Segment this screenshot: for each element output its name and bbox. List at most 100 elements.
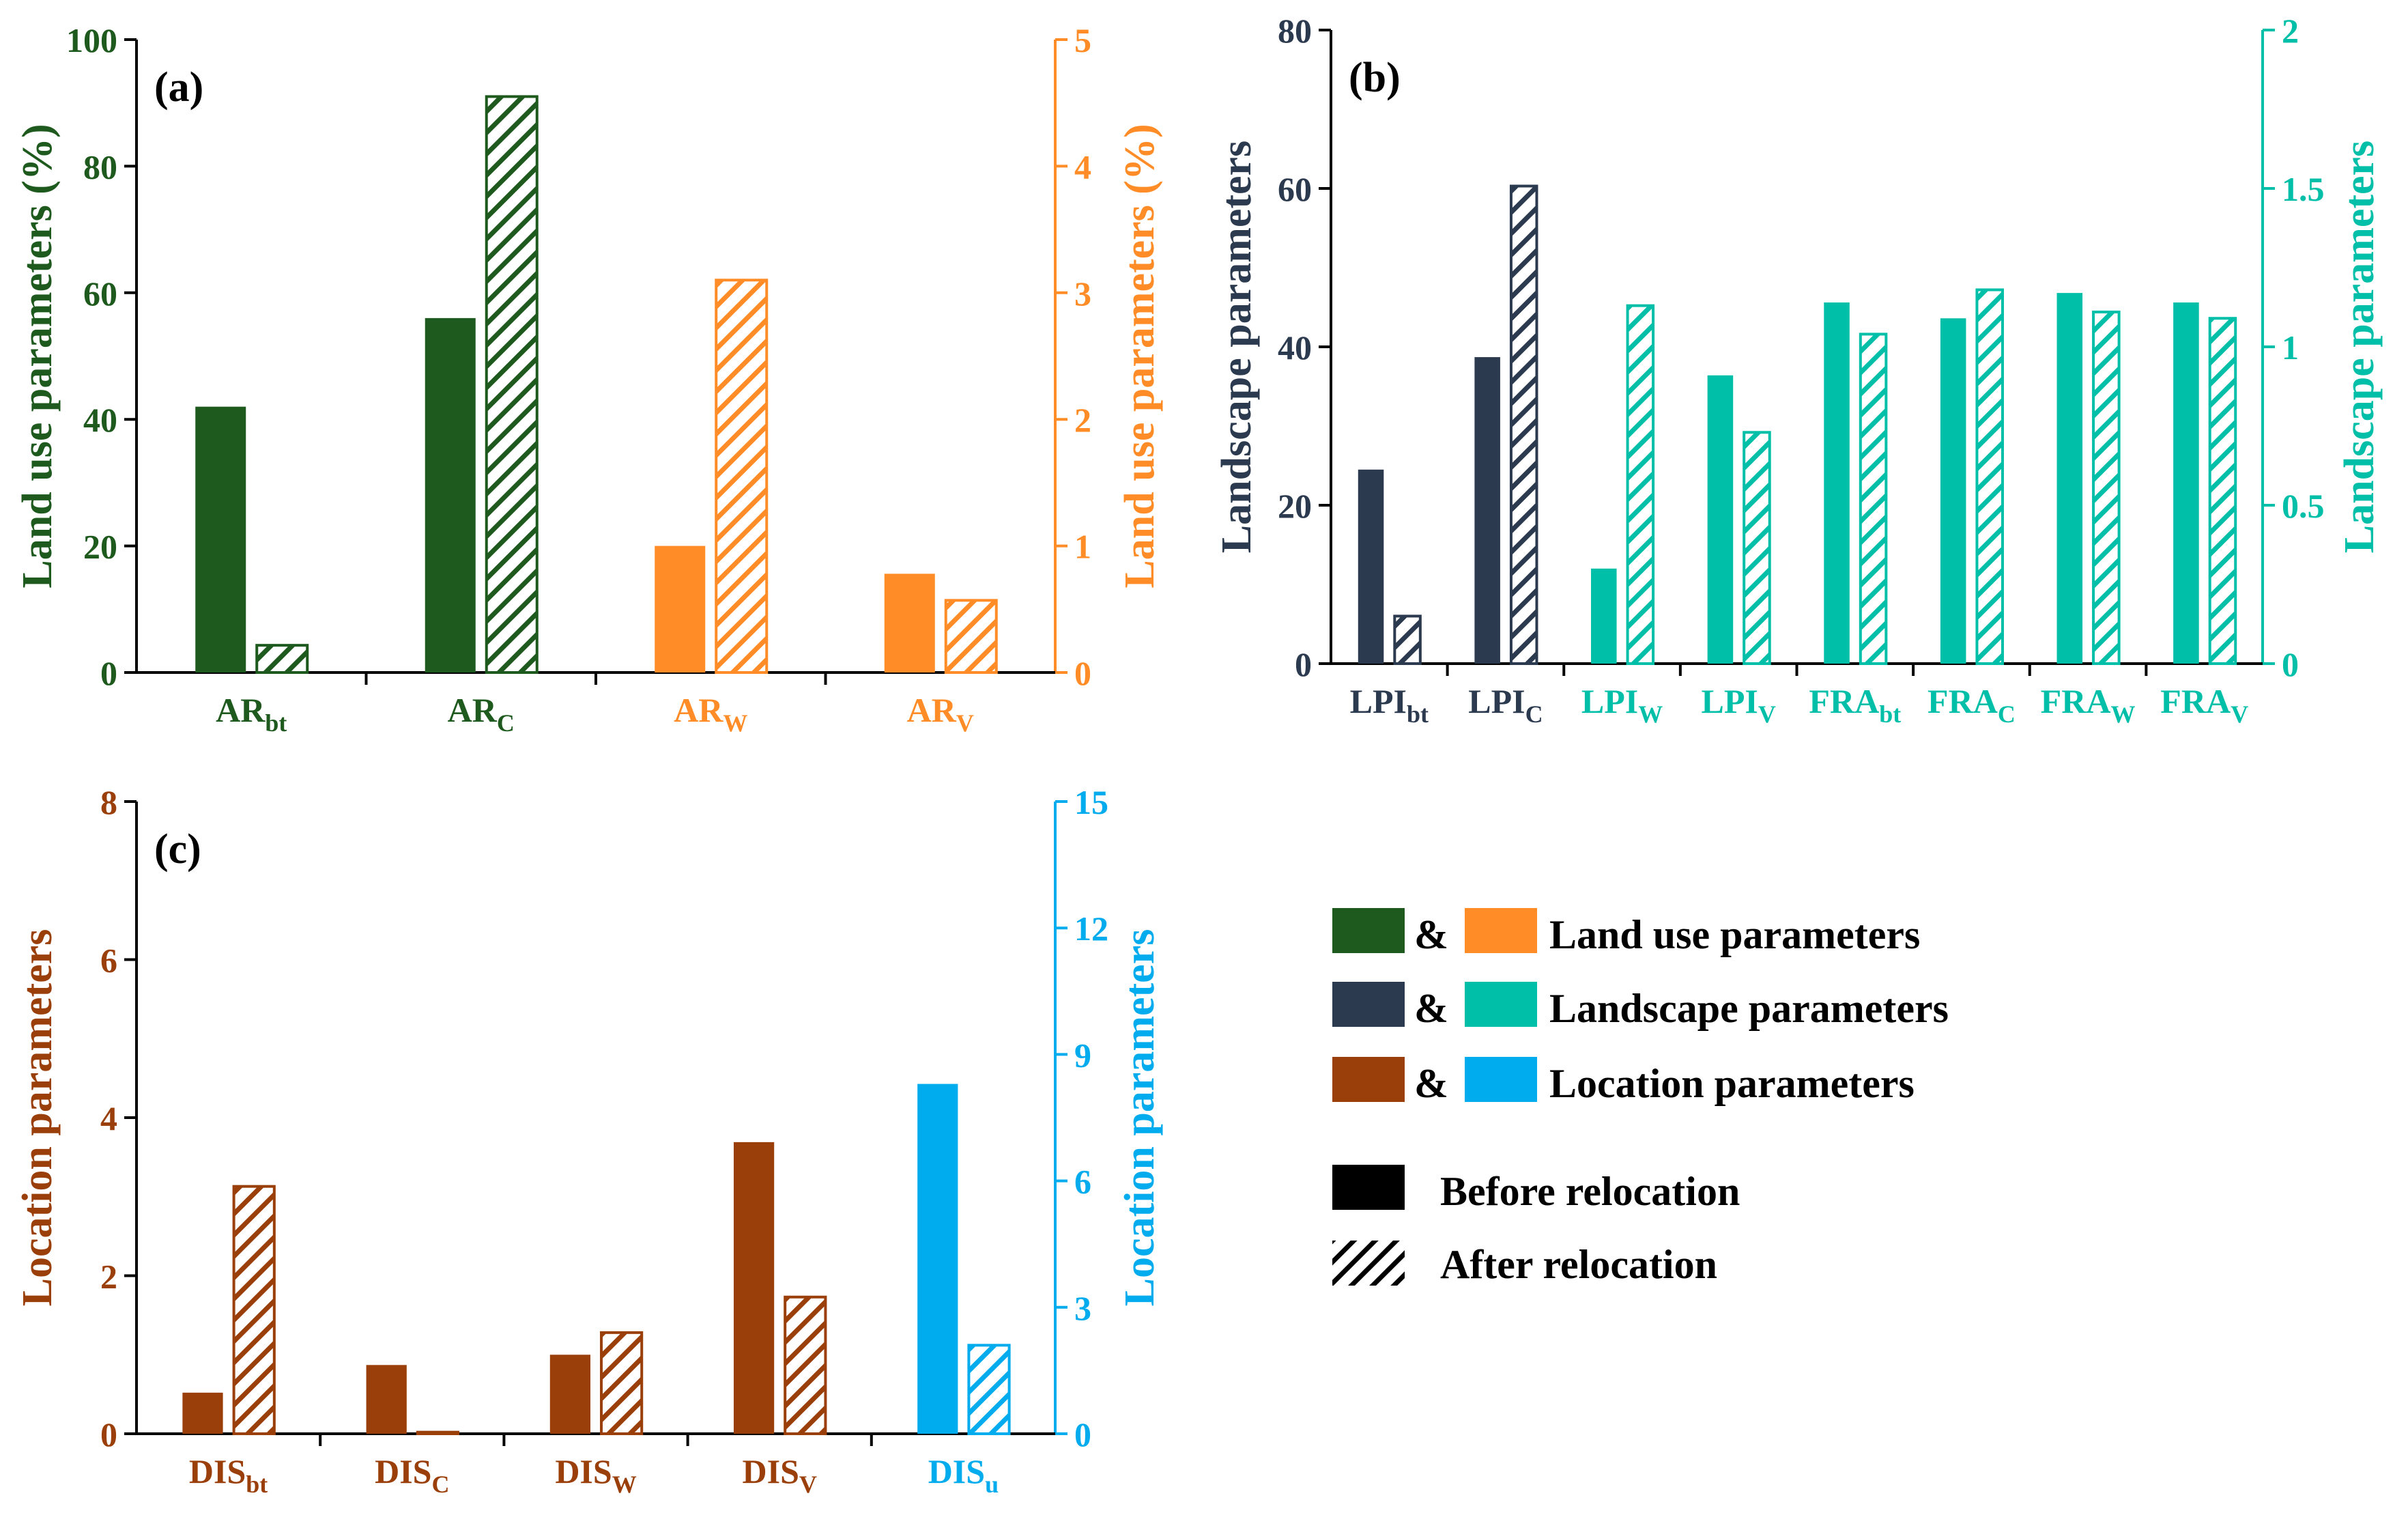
x-tick-label-base: AR [216,691,266,729]
legend-amp: & [1414,912,1448,957]
y-tick-label-left: 2 [100,1258,117,1296]
y-axis-title-right: Location parameters [1117,929,1163,1307]
y-tick-label-left: 8 [100,783,117,821]
bar-after-fra-c [1975,288,2004,666]
bar-after-ar-c [485,95,539,674]
bar-before-ar-v [884,574,935,672]
y-tick-label-right: 6 [1074,1163,1091,1201]
y-tick-label-right: 1 [1074,528,1091,566]
y-tick-label-right: 4 [1074,147,1091,186]
y-tick-label-right: 2 [2282,12,2299,50]
x-tick-label-base: LPI [1350,682,1407,720]
bar-after-dis-c [416,1430,460,1436]
y-tick-label-right: 15 [1074,783,1108,821]
x-tick-label-sub: C [1998,700,2016,728]
x-tick-label: ARC [448,691,515,737]
bar-before-dis-w [549,1355,590,1434]
x-tick-label-sub: W [612,1471,637,1498]
y-tick-label-right: 1.5 [2282,170,2325,208]
y-tick-label-right: 0 [1074,654,1091,692]
x-tick-label-base: DIS [189,1452,246,1490]
x-tick-label-base: LPI [1702,682,1758,720]
x-tick-label: LPIC [1468,682,1543,728]
x-tick-label-sub: C [1525,700,1543,728]
legend-swatch-land-use-before [1332,908,1405,953]
x-tick-label-base: DIS [375,1452,431,1490]
x-tick-label-base: AR [674,691,723,729]
y-tick-label-left: 0 [100,1415,117,1454]
bar-after-dis-v [784,1295,827,1435]
y-tick-label-left: 20 [1278,487,1312,525]
bar-after-fra-v [2208,317,2237,665]
bar-before-lpi-c [1474,357,1500,664]
legend-label-before: Before relocation [1440,1169,1740,1214]
x-tick-label: FRAW [2041,682,2136,728]
panel-label: (b) [1349,55,1401,101]
x-tick-label-sub: C [497,709,515,737]
x-tick-label-sub: V [1758,700,1776,728]
x-tick-label: FRAC [1927,682,2016,728]
y-tick-label-right: 3 [1074,1289,1091,1327]
bar-after-dis-w [600,1331,644,1435]
y-tick-label-left: 60 [1278,170,1312,208]
y-tick-label-left: 6 [100,941,117,980]
bar-after-dis-u [967,1344,1011,1435]
y-tick-label-right: 1 [2282,328,2299,367]
x-tick-label: LPIW [1581,682,1663,728]
bar-before-dis-c [366,1365,407,1434]
x-tick-label-sub: bt [265,709,287,737]
x-tick-label-base: FRA [2160,682,2231,720]
bar-before-dis-v [733,1142,775,1434]
x-tick-label-sub: bt [246,1471,268,1498]
x-tick-label: DISC [375,1452,449,1498]
legend-amp: & [1414,1061,1448,1106]
legend-swatch-location-after [1465,1057,1537,1102]
y-tick-label-right: 5 [1074,21,1091,59]
bar-before-fra-c [1940,318,1966,664]
bar-after-ar-v [944,599,998,675]
x-tick-label-sub: W [723,709,747,737]
y-tick-label-right: 12 [1074,909,1108,948]
x-tick-label-base: DIS [928,1452,985,1490]
y-axis-title-right: Landscape parameters [2336,141,2383,553]
x-tick-label: FRAV [2160,682,2248,728]
x-tick-label-sub: V [956,709,974,737]
bar-after-lpi-bt [1393,614,1422,666]
bar-before-fra-bt [1824,302,1850,664]
y-tick-label-right: 0.5 [2282,487,2325,525]
y-tick-label-right: 2 [1074,401,1091,439]
x-tick-label: DISbt [189,1452,268,1498]
bar-before-fra-v [2173,302,2199,664]
x-tick-label-sub: W [1638,700,1663,728]
y-tick-label-left: 60 [83,274,117,313]
y-tick-label-left: 80 [83,147,117,186]
legend-amp: & [1414,986,1448,1031]
x-tick-label-base: DIS [743,1452,799,1490]
x-tick-label-base: LPI [1468,682,1525,720]
legend-label-landscape: Landscape parameters [1549,986,1949,1031]
legend-swatch-landscape-before [1332,982,1405,1027]
bar-before-dis-bt [182,1392,223,1434]
x-tick-label: ARV [907,691,974,737]
bar-after-lpi-w [1626,304,1655,665]
legend-label-location: Location parameters [1549,1061,1915,1106]
y-tick-label-left: 4 [100,1099,117,1137]
y-tick-label-right: 0 [2282,645,2299,683]
legend-swatch-after [1332,1241,1405,1286]
bar-after-fra-w [2092,310,2121,665]
bar-before-ar-c [425,317,476,672]
x-tick-label-base: AR [907,691,957,729]
x-tick-label-base: FRA [1927,682,1998,720]
y-tick-label-left: 0 [1295,645,1312,683]
y-tick-label-left: 0 [100,654,117,692]
bar-after-fra-bt [1859,332,1888,665]
x-tick-label-sub: V [799,1471,817,1498]
y-tick-label-left: 40 [83,401,117,439]
x-tick-label: LPIV [1702,682,1776,728]
x-tick-label: LPIbt [1350,682,1429,728]
x-tick-label-sub: C [431,1471,449,1498]
panel-label: (c) [154,826,201,873]
y-axis-title-left: Location parameters [14,929,61,1307]
